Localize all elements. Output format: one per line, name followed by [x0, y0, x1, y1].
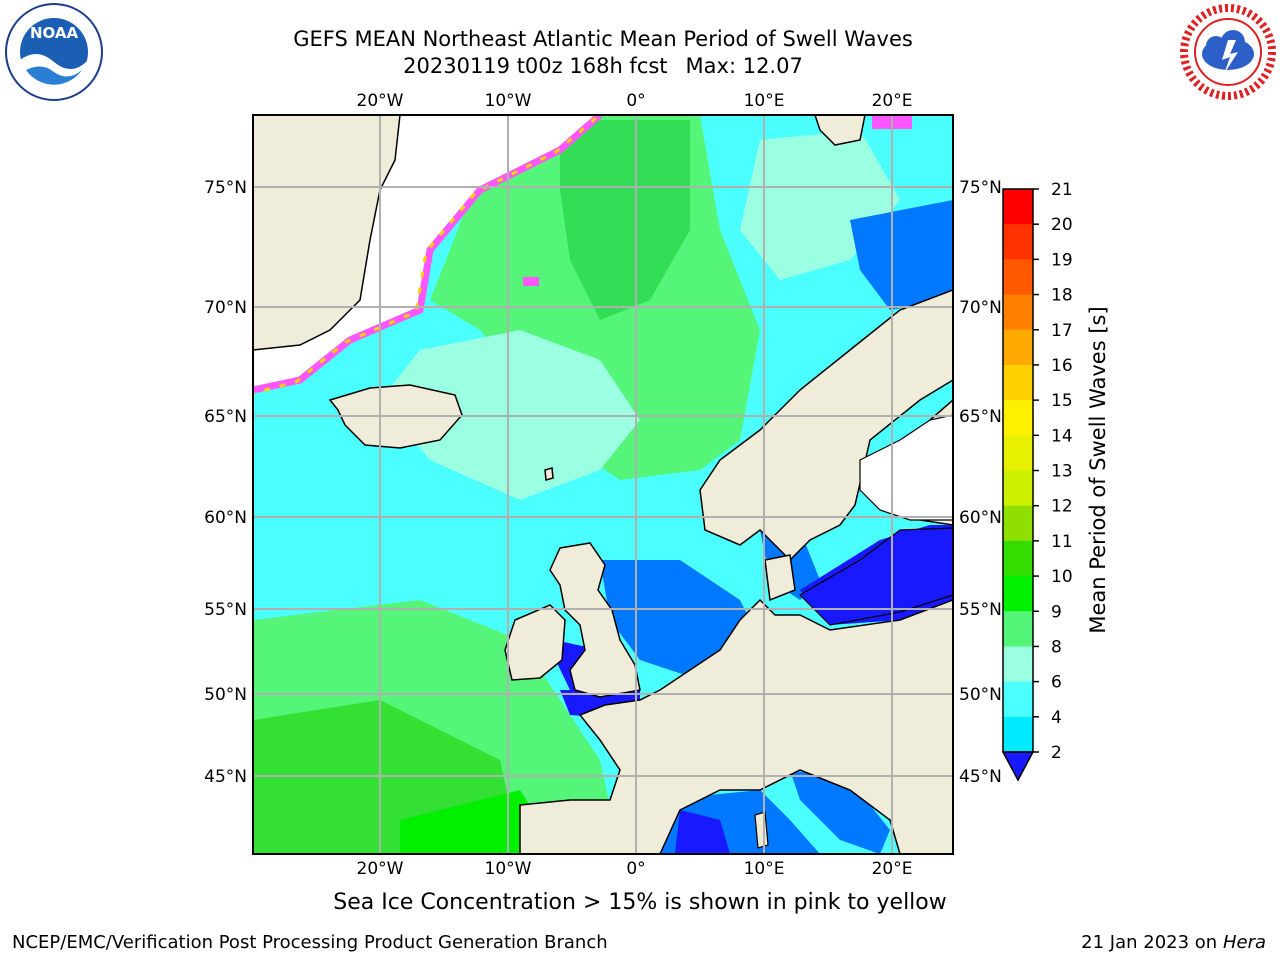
colorbar-label: Mean Period of Swell Waves [s] — [1086, 306, 1110, 634]
colorbar-segment — [1003, 400, 1033, 436]
lat-label: 55°N — [204, 600, 247, 620]
colorbar-segment — [1003, 681, 1033, 718]
lat-label: 70°N — [204, 298, 247, 318]
colorbar-segment — [1003, 716, 1033, 753]
colorbar-tick-label: 8 — [1051, 637, 1062, 657]
colorbar-tick-label: 2 — [1051, 743, 1062, 763]
map-frame — [252, 114, 954, 855]
colorbar-segment — [1003, 259, 1033, 296]
colorbar-tick-label: 14 — [1051, 426, 1073, 446]
colorbar-tick-label: 20 — [1051, 215, 1073, 235]
colorbar-tick-label: 16 — [1051, 356, 1073, 376]
lat-label: 70°N — [959, 298, 1002, 318]
lat-label: 75°N — [959, 178, 1002, 198]
lon-label: 20°E — [872, 91, 913, 111]
noaa-logo-text: NOAA — [30, 24, 79, 42]
colorbar-segment — [1003, 646, 1033, 683]
colorbar-tick-label: 9 — [1051, 602, 1062, 622]
lat-label: 45°N — [204, 767, 247, 787]
footer-organization: NCEP/EMC/Verification Post Processing Pr… — [12, 932, 608, 953]
colorbar: 21 20 19 18 17 16 15 14 13 12 11 10 9 8 6 4 2 — [1001, 180, 1073, 782]
lon-label: 10°W — [485, 91, 532, 111]
footer-timestamp: 21 Jan 2023 on Hera — [1081, 932, 1266, 953]
lon-labels-top: 20°W 10°W 0° 10°E 20°E — [357, 91, 913, 111]
colorbar-segment — [1003, 364, 1033, 401]
nws-logo — [1178, 2, 1278, 102]
lat-label: 65°N — [959, 407, 1002, 427]
lon-labels-bottom: 20°W 10°W 0° 10°E 20°E — [357, 859, 913, 879]
chart-title: GEFS MEAN Northeast Atlantic Mean Period… — [293, 27, 913, 51]
colorbar-tick-label: 17 — [1051, 321, 1073, 341]
lat-label: 45°N — [959, 767, 1002, 787]
colorbar-segment — [1003, 611, 1033, 647]
colorbar-tick-label: 19 — [1051, 250, 1073, 270]
lat-labels-right: 75°N 70°N 65°N 60°N 55°N 50°N 45°N — [959, 178, 1002, 787]
sea-ice-caption: Sea Ice Concentration > 15% is shown in … — [333, 890, 947, 915]
lat-label: 50°N — [204, 685, 247, 705]
lon-label: 0° — [626, 91, 645, 111]
max-value: Max: 12.07 — [685, 54, 803, 78]
lon-label: 20°E — [872, 859, 913, 879]
footer-date: 21 Jan 2023 on — [1081, 932, 1218, 953]
map-field — [253, 115, 953, 854]
colorbar-extend-arrow — [1001, 751, 1035, 782]
lat-labels-left: 75°N 70°N 65°N 60°N 55°N 50°N 45°N — [204, 178, 247, 787]
colorbar-segment — [1003, 224, 1033, 260]
lat-label: 50°N — [959, 685, 1002, 705]
colorbar-tick-label: 13 — [1051, 462, 1073, 482]
colorbar-segment — [1003, 540, 1033, 577]
colorbar-segment — [1003, 329, 1033, 366]
graticule — [253, 115, 953, 854]
lon-label: 10°E — [744, 859, 785, 879]
colorbar-tick-label: 15 — [1051, 391, 1073, 411]
colorbar-segment — [1003, 576, 1033, 612]
colorbar-tick-label: 11 — [1051, 532, 1073, 552]
colorbar-segment — [1003, 470, 1033, 507]
colorbar-tick-label: 6 — [1051, 673, 1062, 693]
lon-label: 20°W — [357, 859, 404, 879]
lat-label: 75°N — [204, 178, 247, 198]
colorbar-segment — [1003, 294, 1033, 331]
colorbar-tick-label: 4 — [1051, 708, 1062, 728]
lat-label: 65°N — [204, 407, 247, 427]
footer-host: Hera — [1222, 932, 1266, 953]
lon-label: 20°W — [357, 91, 404, 111]
lat-label: 55°N — [959, 600, 1002, 620]
noaa-logo: NOAA — [2, 2, 106, 106]
lon-label: 10°E — [744, 91, 785, 111]
colorbar-tick-label: 18 — [1051, 286, 1073, 306]
forecast-run: 20230119 t00z 168h fcst — [403, 54, 668, 78]
colorbar-segment — [1003, 505, 1033, 542]
lon-label: 10°W — [485, 859, 532, 879]
colorbar-segment — [1003, 435, 1033, 471]
colorbar-segment — [1003, 189, 1033, 225]
lat-label: 60°N — [204, 508, 247, 528]
colorbar-tick-label: 10 — [1051, 567, 1073, 587]
chart-subtitle: 20230119 t00z 168h fcst Max: 12.07 — [253, 54, 953, 78]
colorbar-tick-label: 21 — [1051, 180, 1073, 200]
lon-label: 0° — [626, 859, 645, 879]
colorbar-tick-label: 12 — [1051, 497, 1073, 517]
lat-label: 60°N — [959, 508, 1002, 528]
